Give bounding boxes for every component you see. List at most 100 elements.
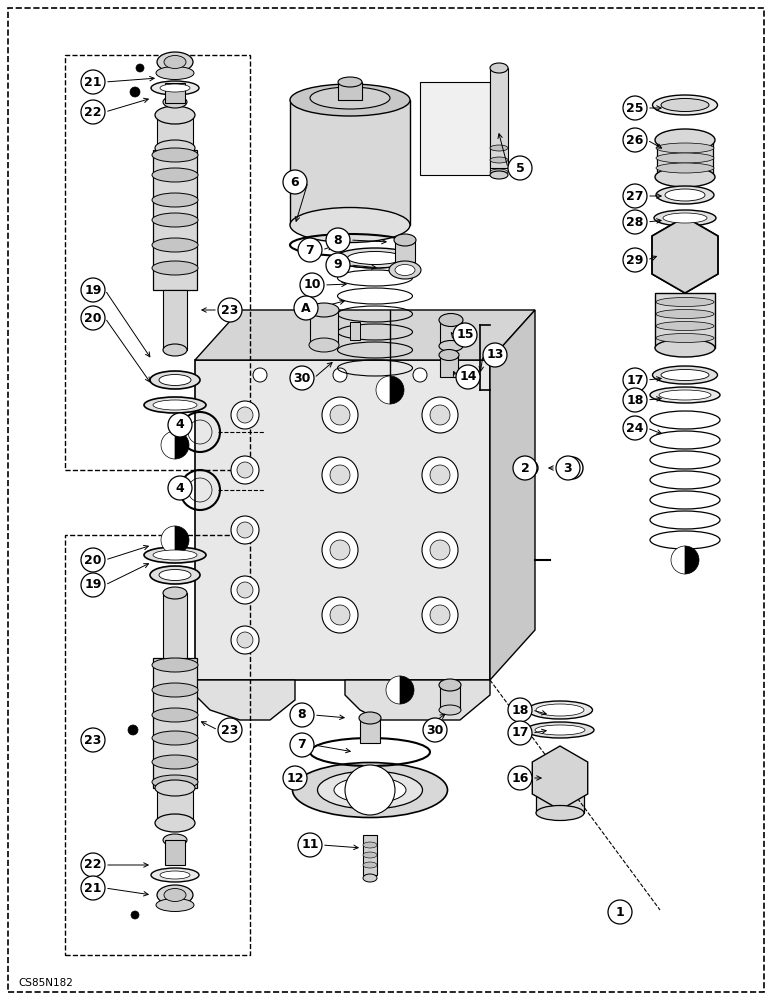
- Circle shape: [237, 522, 253, 538]
- Ellipse shape: [338, 77, 362, 87]
- Circle shape: [237, 407, 253, 423]
- Ellipse shape: [152, 731, 198, 745]
- Wedge shape: [671, 546, 685, 574]
- Bar: [657, 142, 713, 177]
- Ellipse shape: [652, 95, 717, 115]
- Ellipse shape: [656, 322, 714, 330]
- Polygon shape: [195, 360, 490, 680]
- Circle shape: [253, 368, 267, 382]
- Circle shape: [130, 87, 140, 97]
- Bar: [536, 778, 584, 813]
- Circle shape: [623, 184, 647, 208]
- Circle shape: [508, 698, 532, 722]
- Circle shape: [513, 456, 537, 480]
- Ellipse shape: [156, 898, 194, 912]
- Polygon shape: [345, 680, 490, 720]
- Ellipse shape: [655, 167, 715, 187]
- Circle shape: [508, 766, 532, 790]
- Ellipse shape: [395, 264, 415, 275]
- Circle shape: [81, 853, 105, 877]
- Ellipse shape: [335, 248, 415, 268]
- Ellipse shape: [150, 566, 200, 584]
- Circle shape: [623, 128, 647, 152]
- Ellipse shape: [650, 387, 720, 403]
- Text: 18: 18: [511, 704, 529, 716]
- Ellipse shape: [334, 777, 406, 803]
- Circle shape: [453, 323, 477, 347]
- Ellipse shape: [160, 871, 190, 879]
- Bar: [490, 68, 508, 168]
- Circle shape: [298, 833, 322, 857]
- Text: 21: 21: [84, 76, 102, 89]
- Polygon shape: [195, 680, 295, 720]
- Circle shape: [333, 368, 347, 382]
- Polygon shape: [652, 217, 718, 293]
- Circle shape: [81, 70, 105, 94]
- Ellipse shape: [661, 369, 709, 380]
- Ellipse shape: [526, 722, 594, 738]
- Ellipse shape: [150, 371, 200, 389]
- Text: 18: 18: [626, 393, 644, 406]
- Ellipse shape: [656, 298, 714, 306]
- Ellipse shape: [163, 587, 187, 599]
- Ellipse shape: [536, 806, 584, 820]
- Ellipse shape: [656, 310, 714, 318]
- Ellipse shape: [389, 261, 421, 279]
- Bar: [310, 310, 338, 345]
- Text: A: A: [301, 302, 311, 314]
- Polygon shape: [490, 310, 535, 680]
- Circle shape: [168, 476, 192, 500]
- Wedge shape: [685, 546, 699, 574]
- Circle shape: [422, 597, 458, 633]
- Ellipse shape: [656, 153, 714, 163]
- Circle shape: [300, 273, 324, 297]
- Text: 19: 19: [84, 284, 102, 296]
- Text: 19: 19: [84, 578, 102, 591]
- Ellipse shape: [490, 171, 508, 179]
- Ellipse shape: [656, 163, 714, 173]
- Bar: [363, 835, 377, 875]
- Circle shape: [322, 457, 358, 493]
- Circle shape: [231, 576, 259, 604]
- Ellipse shape: [652, 366, 717, 384]
- Text: 14: 14: [459, 370, 477, 383]
- Circle shape: [330, 405, 350, 425]
- Circle shape: [326, 253, 350, 277]
- Text: 23: 23: [84, 734, 102, 746]
- Ellipse shape: [656, 186, 714, 204]
- Ellipse shape: [363, 874, 377, 882]
- Polygon shape: [420, 82, 490, 175]
- Text: 22: 22: [84, 858, 102, 871]
- Ellipse shape: [661, 99, 709, 111]
- Circle shape: [81, 100, 105, 124]
- Circle shape: [81, 728, 105, 752]
- Bar: [338, 82, 362, 100]
- Ellipse shape: [363, 852, 377, 858]
- Circle shape: [237, 632, 253, 648]
- Ellipse shape: [439, 340, 463, 352]
- Text: 30: 30: [293, 371, 310, 384]
- Ellipse shape: [490, 157, 508, 163]
- Circle shape: [283, 170, 307, 194]
- Text: 30: 30: [426, 724, 444, 736]
- Circle shape: [231, 516, 259, 544]
- Circle shape: [623, 416, 647, 440]
- Text: 17: 17: [626, 373, 644, 386]
- Circle shape: [231, 626, 259, 654]
- Circle shape: [623, 388, 647, 412]
- Text: 23: 23: [222, 304, 239, 316]
- Circle shape: [483, 343, 507, 367]
- Circle shape: [556, 456, 580, 480]
- Ellipse shape: [152, 213, 198, 227]
- Circle shape: [322, 532, 358, 568]
- Ellipse shape: [153, 400, 197, 410]
- Circle shape: [623, 210, 647, 234]
- Ellipse shape: [359, 712, 381, 724]
- Circle shape: [81, 306, 105, 330]
- Polygon shape: [532, 746, 587, 810]
- Text: 12: 12: [286, 772, 303, 784]
- Text: 10: 10: [303, 278, 320, 292]
- Ellipse shape: [153, 550, 197, 560]
- Ellipse shape: [654, 210, 716, 226]
- Circle shape: [237, 462, 253, 478]
